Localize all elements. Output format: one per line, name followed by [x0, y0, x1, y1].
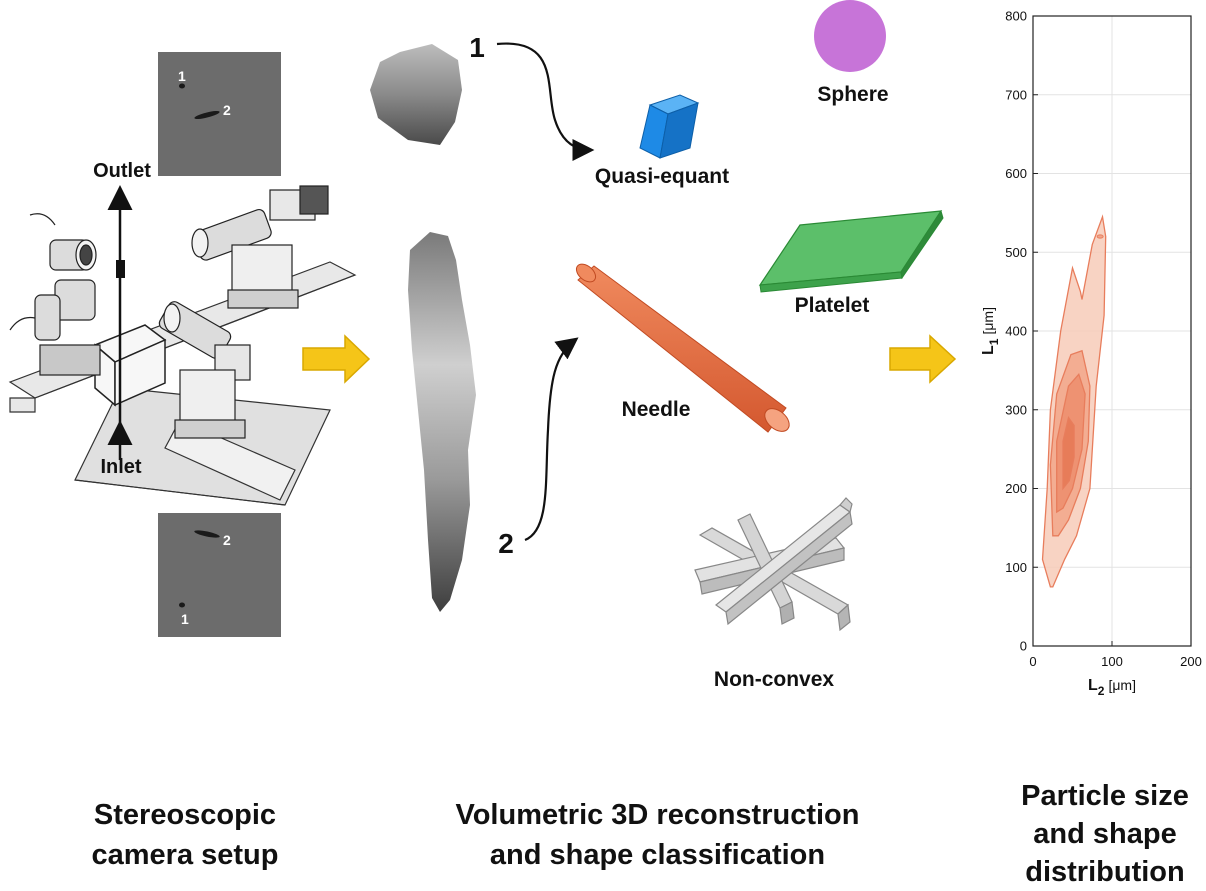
bottom-particle-2 — [194, 530, 220, 538]
curved-arrow-2 — [524, 337, 579, 542]
y-tick-label: 800 — [1005, 9, 1027, 24]
right-camera-top — [191, 185, 329, 309]
top-particle-1-label: 1 — [178, 68, 186, 84]
quasi-equant-shape — [639, 94, 700, 159]
contour-outlier — [1096, 234, 1104, 239]
needle-shape — [575, 263, 790, 433]
y-tick-label: 500 — [1005, 245, 1027, 260]
reconstructed-needle — [408, 232, 476, 612]
y-tick-label: 400 — [1005, 324, 1027, 339]
sphere-shape — [814, 0, 886, 72]
y-tick-label: 700 — [1005, 87, 1027, 102]
flow-cell — [93, 324, 167, 407]
bottom-camera-image: 2 1 — [158, 513, 281, 637]
outlet-label: Outlet — [93, 160, 151, 182]
platelet-label: Platelet — [795, 294, 870, 317]
platelet-shape — [758, 209, 944, 293]
x-axis-label: L2 [μm] — [1088, 677, 1136, 698]
bottom-particle-1-label: 1 — [181, 611, 189, 627]
curved-arrow-1 — [496, 42, 595, 161]
caption-distribution: Particle size and shape distribution — [1005, 777, 1205, 891]
needle-label: Needle — [622, 398, 691, 421]
caption-camera-setup: Stereoscopic camera setup — [60, 795, 310, 875]
inlet-label: Inlet — [100, 456, 141, 478]
caption-distribution-line1: Particle size — [1021, 780, 1189, 812]
sphere-label: Sphere — [817, 83, 888, 106]
contour-level-4 — [1062, 416, 1075, 491]
y-tick-label: 0 — [1020, 639, 1027, 654]
flow-arrow-1 — [302, 334, 371, 384]
top-particle-1 — [179, 83, 185, 89]
non-convex-label: Non-convex — [714, 668, 835, 691]
top-camera-image: 1 2 — [158, 52, 281, 176]
y-tick-label: 300 — [1005, 402, 1027, 417]
top-particle-2-label: 2 — [223, 102, 231, 118]
quasi-equant-label: Quasi-equant — [595, 165, 729, 188]
flow-axis — [107, 185, 133, 460]
non-convex-shape — [694, 497, 853, 632]
y-tick-label: 100 — [1005, 560, 1027, 575]
x-tick-label: 200 — [1180, 654, 1202, 669]
marker-2: 2 — [498, 528, 514, 559]
flow-arrow-2 — [889, 334, 957, 384]
x-tick-label: 100 — [1101, 654, 1123, 669]
caption-reconstruction-line2: and shape classification — [489, 839, 826, 871]
caption-reconstruction-line1: Volumetric 3D reconstruction — [455, 799, 860, 831]
camera-setup-panel: 1 2 2 1 — [8, 52, 357, 637]
caption-camera-setup-line2: camera setup — [91, 839, 279, 871]
bottom-particle-2-label: 2 — [223, 532, 231, 548]
bottom-particle-1 — [179, 602, 185, 608]
caption-distribution-line3: distribution — [1025, 856, 1185, 888]
y-tick-label: 200 — [1005, 481, 1027, 496]
left-camera — [9, 213, 101, 376]
right-camera-bottom — [158, 301, 251, 439]
top-particle-2 — [194, 111, 220, 119]
y-tick-label: 600 — [1005, 166, 1027, 181]
reconstructed-quasi-equant — [370, 44, 462, 145]
caption-camera-setup-line1: Stereoscopic — [93, 799, 277, 831]
size-distribution-chart: 0 100 200 0 100 200 300 400 500 600 700 800 L2 [μm] L1… — [980, 9, 1202, 699]
caption-reconstruction: Volumetric 3D reconstruction and shape c… — [400, 795, 915, 875]
x-tick-label: 0 — [1029, 654, 1036, 669]
caption-distribution-line2: and shape — [1033, 818, 1177, 850]
y-axis-label: L1[μm] — [980, 307, 1001, 355]
reconstruction-panel: 1 2 Sphere Quasi-equant Platelet Needle — [370, 0, 944, 691]
marker-1: 1 — [469, 32, 485, 63]
